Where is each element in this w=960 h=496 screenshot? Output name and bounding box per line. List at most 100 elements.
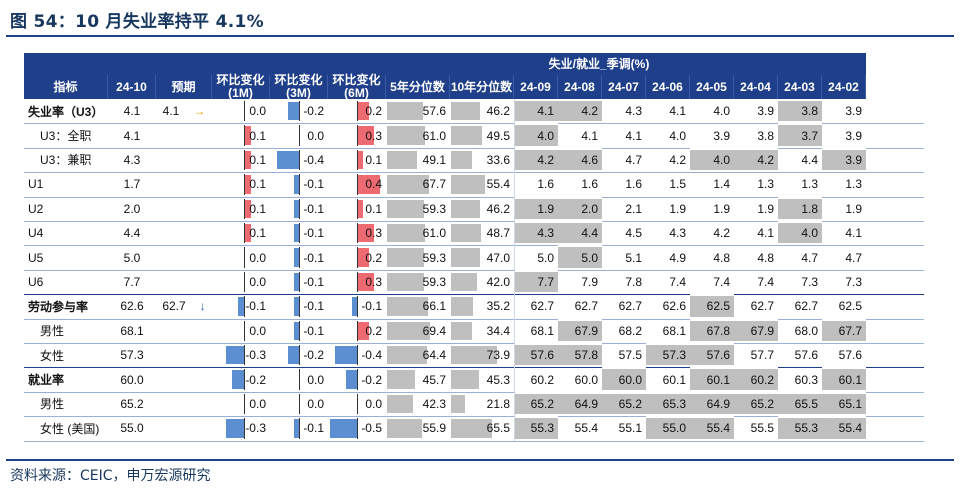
change-c6: 0.1 bbox=[328, 197, 386, 221]
history-value: 4.1 bbox=[757, 226, 774, 241]
row-separator bbox=[24, 123, 924, 125]
change-c3: -0.4 bbox=[270, 148, 328, 172]
percentile-bar bbox=[387, 150, 418, 170]
percentile-q10: 21.8 bbox=[450, 392, 514, 416]
source-note: 资料来源：CEIC，申万宏源研究 bbox=[10, 468, 211, 484]
percentile-q5: 59.3 bbox=[386, 245, 450, 269]
change-value: -0.4 bbox=[361, 348, 382, 363]
history-value: 3.9 bbox=[822, 147, 866, 173]
change-bar-positive bbox=[358, 175, 380, 194]
percentile-value: 45.3 bbox=[486, 372, 510, 387]
change-axis bbox=[299, 393, 300, 415]
history-value: 4.2 bbox=[558, 99, 602, 124]
history-value: 4.2 bbox=[734, 147, 778, 173]
expected-value bbox=[156, 123, 212, 147]
percentile-value: 64.4 bbox=[422, 348, 446, 363]
column-header-label: 24-08 bbox=[564, 79, 595, 94]
change-axis bbox=[357, 198, 358, 219]
percentile-bar bbox=[387, 224, 425, 243]
history-value: 4.3 bbox=[514, 221, 558, 246]
percentile-value: 55.9 bbox=[422, 421, 446, 436]
change-axis bbox=[299, 320, 300, 341]
history-value: 2.1 bbox=[625, 201, 642, 216]
percentile-bar bbox=[387, 297, 428, 316]
row-label: 失业率（U3） bbox=[28, 104, 104, 119]
percentile-q10: 34.4 bbox=[450, 319, 514, 343]
expected-text: 62.7 bbox=[162, 299, 186, 314]
expected-value bbox=[156, 319, 212, 343]
history-value: 67.8 bbox=[690, 318, 734, 343]
history-value: 7.8 bbox=[625, 274, 642, 289]
row-separator bbox=[24, 343, 924, 344]
change-value: -0.1 bbox=[303, 177, 324, 192]
percentile-value: 48.7 bbox=[486, 226, 510, 241]
history-value: 7.4 bbox=[713, 274, 730, 289]
history-value: 65.5 bbox=[778, 391, 822, 417]
percentile-value: 57.6 bbox=[422, 104, 446, 119]
history-value: 7.4 bbox=[757, 274, 774, 289]
change-axis bbox=[357, 369, 358, 390]
percentile-q10: 55.4 bbox=[450, 172, 514, 196]
change-bar-negative bbox=[293, 321, 299, 340]
column-header-label: 环比变化 (6M) bbox=[332, 73, 381, 100]
change-c1: 0.0 bbox=[212, 319, 270, 343]
change-axis bbox=[299, 223, 300, 244]
history-value: 7.9 bbox=[581, 274, 598, 289]
change-bar-negative bbox=[293, 224, 299, 243]
history-value: 55.1 bbox=[618, 421, 642, 436]
column-header-label: 指标 bbox=[53, 79, 78, 94]
change-bar-negative bbox=[293, 272, 299, 292]
history-value: 1.5 bbox=[669, 177, 686, 192]
history-value: 4.2 bbox=[713, 226, 730, 241]
percentile-bar bbox=[387, 175, 429, 194]
change-value: 0.4 bbox=[365, 177, 382, 192]
percentile-value: 65.5 bbox=[486, 421, 510, 436]
column-header: 24-10 bbox=[108, 75, 156, 99]
percentile-bar bbox=[387, 370, 416, 389]
change-bar-negative bbox=[293, 248, 299, 267]
history-value: 4.3 bbox=[625, 104, 642, 119]
history-value: 67.9 bbox=[558, 318, 602, 343]
history-value: 4.0 bbox=[514, 123, 558, 148]
expected-value bbox=[156, 245, 212, 269]
percentile-q10: 73.9 bbox=[450, 343, 514, 367]
change-bar-negative bbox=[335, 346, 357, 365]
change-value: 0.1 bbox=[249, 128, 266, 143]
expected-value bbox=[156, 367, 212, 391]
change-c3: 0.0 bbox=[270, 123, 328, 147]
change-axis bbox=[357, 247, 358, 268]
expected-value bbox=[156, 270, 212, 294]
change-value: 0.0 bbox=[249, 250, 266, 265]
history-value: 57.6 bbox=[690, 343, 734, 368]
history-value: 5.0 bbox=[537, 250, 554, 265]
change-c3: -0.1 bbox=[270, 172, 328, 196]
change-value: 0.0 bbox=[307, 396, 324, 411]
current-value: 4.4 bbox=[123, 226, 141, 241]
row-label: 劳动参与率 bbox=[28, 299, 89, 314]
history-value: 62.7 bbox=[574, 299, 598, 314]
history-value: 1.6 bbox=[581, 177, 598, 192]
percentile-bar bbox=[387, 346, 427, 365]
history-value: 7.7 bbox=[514, 269, 558, 295]
row-separator bbox=[24, 269, 924, 271]
current-value: 4.1 bbox=[123, 128, 141, 143]
percentile-bar bbox=[387, 321, 431, 340]
change-value: 0.3 bbox=[365, 274, 382, 289]
history-value: 4.1 bbox=[625, 128, 642, 143]
change-value: -0.1 bbox=[303, 250, 324, 265]
history-value: 7.4 bbox=[669, 274, 686, 289]
change-c6: -0.2 bbox=[328, 367, 386, 391]
column-header: 5年分位数 bbox=[386, 75, 450, 99]
percentile-value: 55.4 bbox=[486, 177, 510, 192]
percentile-bar bbox=[451, 346, 497, 365]
change-bar-positive bbox=[358, 248, 369, 267]
history-value: 67.7 bbox=[822, 318, 866, 343]
change-bar-positive bbox=[245, 150, 251, 170]
change-value: -0.1 bbox=[361, 299, 382, 314]
change-value: -0.1 bbox=[303, 323, 324, 338]
row-label: 男性 bbox=[40, 397, 65, 412]
change-value: 0.0 bbox=[307, 372, 324, 387]
percentile-q10: 49.5 bbox=[450, 123, 514, 147]
percentile-q5: 64.4 bbox=[386, 343, 450, 367]
history-value: 57.5 bbox=[618, 348, 642, 363]
